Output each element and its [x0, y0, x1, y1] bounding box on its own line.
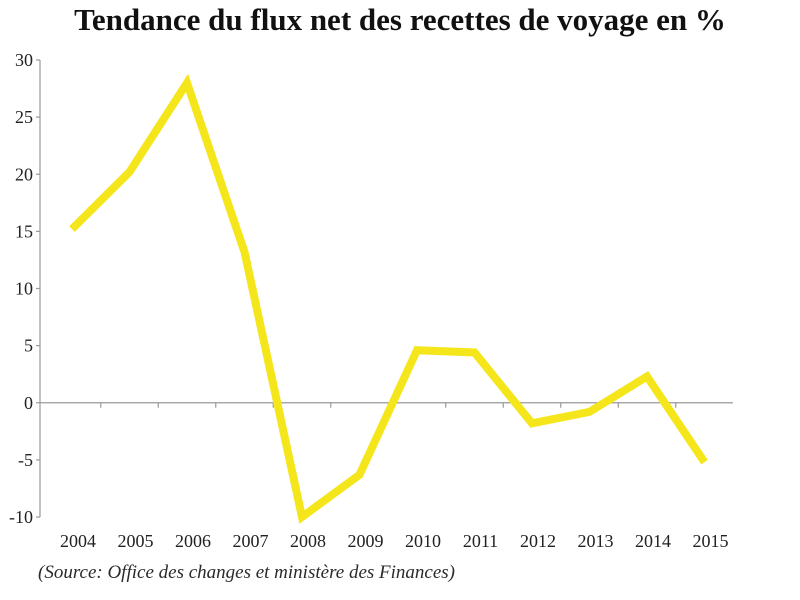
y-tick-label: 25	[15, 107, 33, 127]
x-tick-label: 2010	[405, 531, 441, 551]
y-tick-label: 0	[24, 393, 33, 413]
y-tick-label: 5	[24, 336, 33, 356]
y-tick-label: 10	[15, 279, 33, 299]
y-tick-label: -10	[9, 507, 33, 527]
source-note: (Source: Office des changes et ministère…	[38, 562, 455, 583]
x-tick-label: 2009	[348, 531, 384, 551]
x-tick-label: 2011	[463, 531, 498, 551]
chart-title: Tendance du flux net des recettes de voy…	[74, 2, 726, 37]
series-line	[69, 73, 708, 524]
x-tick-label: 2005	[118, 531, 154, 551]
y-tick-label: 15	[15, 221, 33, 241]
x-tick-label: 2008	[290, 531, 326, 551]
x-tick-label: 2012	[520, 531, 556, 551]
y-tick-label: 20	[15, 164, 33, 184]
x-tick-label: 2015	[693, 531, 729, 551]
x-axis-ticks: 2004 2005 2006 2007 2008 2009 2010 2011 2012 2013…	[60, 402, 729, 551]
y-axis-ticks: -10 -5 0 5 10 15 20 25 30	[9, 50, 40, 527]
x-tick-label: 2007	[233, 531, 269, 551]
y-tick-label: -5	[18, 450, 33, 470]
x-tick-label: 2013	[578, 531, 614, 551]
x-tick-label: 2006	[175, 531, 211, 551]
x-tick-label: 2004	[60, 531, 96, 551]
y-tick-label: 30	[15, 50, 33, 70]
x-tick-label: 2014	[635, 531, 671, 551]
series-group	[69, 73, 708, 524]
